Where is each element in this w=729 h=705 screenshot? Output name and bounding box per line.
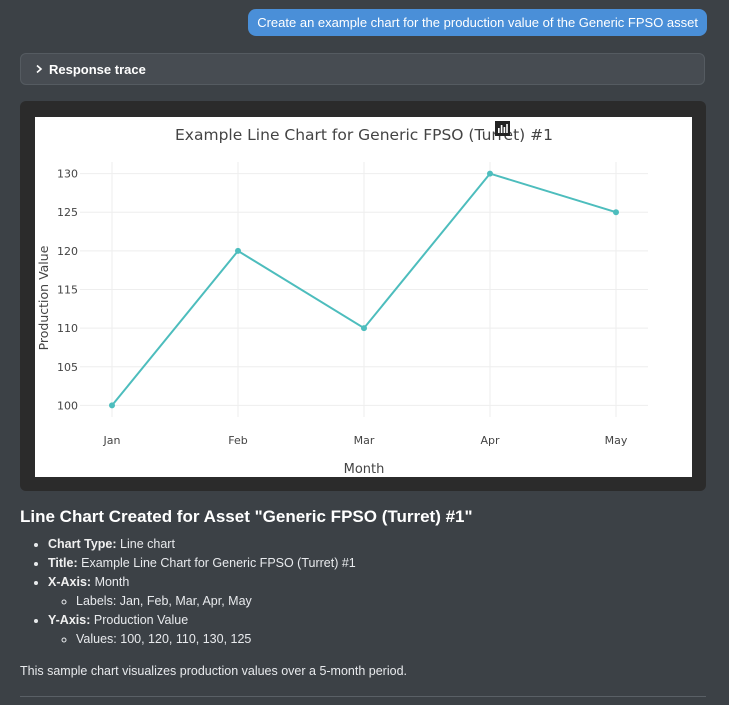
- yaxis-sub: Values: 100, 120, 110, 130, 125: [76, 632, 252, 646]
- data-point[interactable]: [361, 325, 367, 332]
- list-item: Labels: Jan, Feb, Mar, Apr, May: [76, 592, 710, 611]
- x-axis-title: Month: [344, 462, 385, 477]
- chart-container: Example Line Chart for Generic FPSO (Tur…: [20, 101, 706, 491]
- yaxis-value: Production Value: [93, 613, 189, 627]
- y-tick-label: 125: [57, 206, 78, 219]
- zoom-icon[interactable]: [495, 121, 531, 138]
- response-trace-label: Response trace: [49, 61, 146, 77]
- plotly-logo-icon[interactable]: [495, 121, 677, 138]
- divider: [20, 696, 706, 697]
- line-chart: Example Line Chart for Generic FPSO (Tur…: [36, 126, 648, 477]
- box-select-icon[interactable]: [495, 121, 551, 138]
- chart-plot-area[interactable]: Example Line Chart for Generic FPSO (Tur…: [35, 117, 692, 477]
- response-summary: Line Chart Created for Asset "Generic FP…: [20, 507, 710, 680]
- list-item: Values: 100, 120, 110, 130, 125: [76, 630, 710, 649]
- title-label: Title:: [48, 556, 78, 570]
- chart-title: Example Line Chart for Generic FPSO (Tur…: [175, 126, 553, 144]
- x-tick-label: May: [605, 434, 628, 447]
- y-axis-title: Production Value: [36, 245, 51, 350]
- data-point[interactable]: [109, 402, 115, 409]
- x-tick-label: Feb: [228, 434, 247, 447]
- y-tick-label: 100: [57, 399, 78, 412]
- list-item: Y-Axis: Production Value Values: 100, 12…: [48, 611, 710, 649]
- zoom-in-icon[interactable]: [496, 122, 583, 138]
- chevron-right-icon: [36, 64, 43, 74]
- response-trace-toggle[interactable]: Response trace: [20, 53, 705, 85]
- chart-type-value: Line chart: [120, 537, 175, 551]
- data-point[interactable]: [235, 247, 241, 254]
- modebar-spacer: [647, 122, 657, 138]
- chart-type-label: Chart Type:: [48, 537, 117, 551]
- y-tick-label: 120: [57, 245, 78, 258]
- chart-modebar: [495, 121, 677, 139]
- summary-heading: Line Chart Created for Asset "Generic FP…: [20, 507, 473, 526]
- data-point[interactable]: [613, 209, 619, 216]
- x-tick-label: Apr: [480, 434, 500, 447]
- xaxis-value: Month: [94, 575, 130, 589]
- list-item: X-Axis: Month Labels: Jan, Feb, Mar, Apr…: [48, 573, 710, 611]
- data-point[interactable]: [487, 170, 493, 177]
- x-tick-label: Jan: [103, 434, 121, 447]
- xaxis-sub: Labels: Jan, Feb, Mar, Apr, May: [76, 594, 252, 608]
- reset-icon[interactable]: [496, 122, 643, 138]
- list-item: Chart Type: Line chart: [48, 535, 710, 554]
- xaxis-label: X-Axis:: [48, 575, 92, 589]
- user-message-bubble: Create an example chart for the producti…: [248, 9, 707, 36]
- summary-footer: This sample chart visualizes production …: [20, 664, 407, 678]
- x-tick-label: Mar: [354, 434, 375, 447]
- autoscale-icon[interactable]: [495, 121, 623, 138]
- title-value: Example Line Chart for Generic FPSO (Tur…: [81, 556, 356, 570]
- y-tick-label: 110: [57, 322, 78, 335]
- list-item: Title: Example Line Chart for Generic FP…: [48, 554, 710, 573]
- y-tick-label: 115: [57, 284, 78, 297]
- yaxis-label: Y-Axis:: [48, 613, 91, 627]
- zoom-out-icon[interactable]: [496, 122, 603, 138]
- y-tick-label: 130: [57, 168, 78, 181]
- y-tick-label: 105: [57, 361, 78, 374]
- summary-list: Chart Type: Line chart Title: Example Li…: [20, 535, 710, 649]
- modebar-spacer: [555, 122, 563, 138]
